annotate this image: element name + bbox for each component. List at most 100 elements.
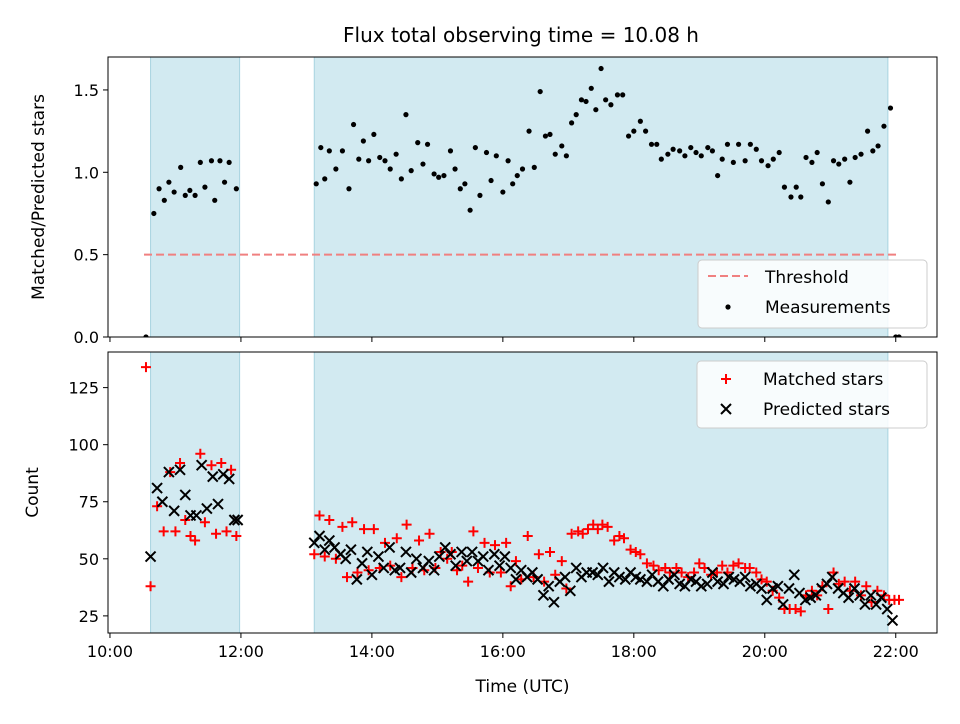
predicted-stars-point (531, 573, 544, 586)
measurement-point (864, 128, 871, 134)
measurement-point (202, 184, 208, 190)
measurement-point (143, 334, 149, 337)
measurement-point (313, 181, 319, 187)
measurement-point (457, 186, 463, 192)
measurement-point (420, 161, 426, 167)
measurement-point (625, 133, 632, 139)
measurement-point (776, 149, 782, 156)
measurement-point (578, 97, 585, 103)
predicted-stars-point (886, 614, 899, 627)
measurement-point (197, 159, 203, 166)
predicted-stars-point (826, 571, 838, 583)
measurement-point (151, 210, 157, 217)
matched-stars-point (396, 572, 407, 583)
predicted-stars-point (526, 566, 539, 579)
matched-stars-point (489, 540, 500, 551)
measurement-point (693, 149, 699, 156)
predicted-stars-point (168, 505, 180, 517)
measurement-point (326, 148, 332, 154)
matched-stars-point (566, 528, 577, 539)
matched-stars-point (337, 521, 348, 532)
measurement-point (477, 192, 483, 198)
measurement-point (493, 153, 499, 159)
measurement-point (356, 156, 362, 162)
matched-stars-point (556, 556, 567, 567)
predicted-stars-point (323, 534, 336, 547)
matched-stars-point (625, 544, 636, 555)
predicted-stars-point (190, 509, 203, 522)
measurement-point (670, 146, 676, 152)
measurement-point (688, 144, 694, 151)
matched-stars-point (533, 549, 544, 560)
x-tick-label: 12:00 (218, 642, 264, 661)
matched-stars-point (861, 581, 872, 592)
measurement-point (735, 141, 742, 147)
legend-measurement-swatch (725, 304, 731, 310)
predicted-stars-point (537, 589, 550, 602)
matched-stars-point (424, 528, 435, 539)
measurement-point (531, 164, 537, 170)
matched-stars-point (175, 457, 186, 468)
measurement-point (781, 184, 788, 190)
measurement-point (403, 112, 409, 118)
measurement-point (431, 171, 437, 177)
measurement-point (182, 192, 188, 198)
measurement-point (547, 131, 553, 138)
matched-stars-point (630, 546, 641, 557)
matched-stars-point (221, 526, 232, 537)
measurement-point (637, 118, 643, 124)
measurement-point (709, 148, 715, 154)
predicted-stars-point (744, 580, 757, 592)
measurement-point (798, 194, 804, 200)
measurement-point (875, 143, 881, 149)
predicted-stars-point (695, 580, 707, 592)
predicted-stars-point (207, 470, 219, 483)
predicted-stars-point (223, 473, 235, 485)
matched-stars-point (401, 519, 412, 530)
predicted-stars-point (788, 569, 800, 581)
predicted-stars-point (668, 569, 681, 581)
measurement-point (830, 158, 837, 164)
predicted-stars-point (428, 564, 440, 576)
y-tick-label: 125 (68, 379, 99, 398)
matched-stars-point (501, 537, 512, 548)
measurement-point (226, 159, 232, 166)
matched-stars-point (231, 530, 242, 541)
predicted-stars-point (499, 550, 511, 563)
measurement-point (500, 189, 506, 195)
predicted-stars-point (875, 591, 888, 604)
measurement-point (542, 133, 549, 139)
matched-stars-point (510, 556, 521, 567)
y-tick-label: 1.0 (74, 163, 99, 182)
measurement-point (371, 131, 377, 138)
predicted-stars-point (848, 582, 861, 595)
predicted-stars-point (865, 589, 877, 602)
predicted-stars-point (313, 530, 326, 542)
measurement-point (552, 151, 558, 157)
measurement-point (825, 199, 831, 205)
matched-stars-point (211, 528, 222, 539)
matched-stars-point (751, 567, 762, 578)
y-tick-label: 1.5 (74, 81, 99, 100)
measurement-point (677, 148, 683, 154)
matched-stars-point (894, 594, 905, 605)
x-tick-label: 18:00 (611, 642, 657, 661)
measurement-point (758, 158, 765, 164)
y-axis-label: Count (23, 467, 43, 518)
predicted-stars-point (356, 557, 368, 570)
measurement-point (441, 172, 447, 179)
matched-stars-point (463, 576, 474, 587)
observing-band-0 (150, 352, 241, 633)
axes-frame (107, 351, 938, 634)
measurement-point (322, 176, 328, 182)
predicted-stars-point (151, 482, 163, 494)
predicted-stars-point (433, 550, 446, 563)
matched-stars-point (185, 530, 196, 541)
measurement-point (178, 164, 184, 170)
measurement-point (698, 153, 704, 159)
predicted-stars-point (619, 573, 632, 586)
measurement-point (583, 98, 589, 105)
measurement-point (221, 179, 228, 185)
legend-predicted-label: Predicted stars (763, 400, 890, 420)
measurement-point (593, 107, 599, 113)
